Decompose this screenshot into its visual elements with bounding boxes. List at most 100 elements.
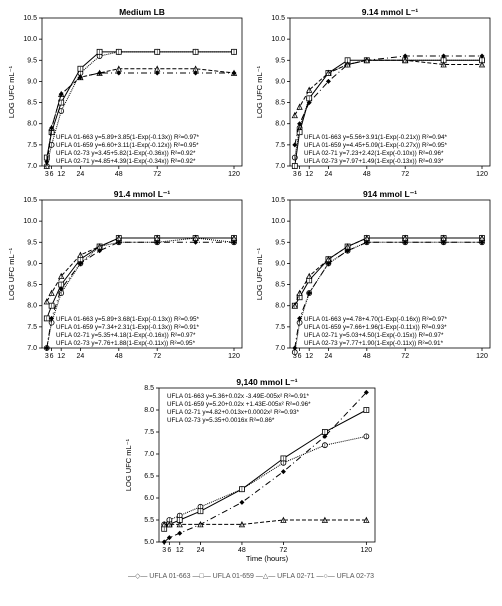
svg-text:7.0: 7.0 [27,163,37,170]
svg-text:UFLA 02-71 y=4.85+4.39(1-Exp(: UFLA 02-71 y=4.85+4.39(1-Exp(-0.34x)) R²… [56,158,196,165]
svg-text:LOG UFC mL⁻¹: LOG UFC mL⁻¹ [124,438,133,491]
svg-text:7.5: 7.5 [144,429,154,436]
svg-text:914 mmol L⁻¹: 914 mmol L⁻¹ [363,189,417,199]
svg-text:UFLA 02-71 y=7.23+2.42(1-Exp(: UFLA 02-71 y=7.23+2.42(1-Exp(-0.10x)) R²… [304,150,444,157]
svg-text:LOG UFC mL⁻¹: LOG UFC mL⁻¹ [255,247,264,300]
svg-text:120: 120 [361,547,373,554]
svg-text:UFLA 02-73 y=5.35+0.0016x: UFLA 02-73 y=5.35+0.0016x R²=0.86* [167,417,275,424]
svg-text:10.0: 10.0 [23,218,37,225]
svg-text:7.0: 7.0 [27,345,37,352]
svg-text:48: 48 [363,171,371,178]
svg-text:UFLA 01-663 y=5.36+0.02x -3.4: UFLA 01-663 y=5.36+0.02x -3.49E-005x² R²… [167,393,309,400]
svg-text:6.5: 6.5 [144,473,154,480]
svg-text:UFLA 01-663 y=5.89+3.68(1-Exp: UFLA 01-663 y=5.89+3.68(1-Exp(-0.13x)) R… [56,316,200,323]
svg-text:7.5: 7.5 [27,142,37,149]
svg-text:24: 24 [325,171,333,178]
svg-text:6: 6 [298,353,302,360]
svg-text:5.5: 5.5 [144,517,154,524]
svg-text:9.5: 9.5 [275,57,285,64]
svg-text:LOG UFC mL⁻¹: LOG UFC mL⁻¹ [255,65,264,118]
svg-text:UFLA 02-73 y=7.77+1.90(1-Exp(: UFLA 02-73 y=7.77+1.90(1-Exp(-0.11x)) R²… [304,340,444,347]
svg-text:9.0: 9.0 [27,78,37,85]
svg-text:24: 24 [77,171,85,178]
svg-text:7.0: 7.0 [275,163,285,170]
svg-text:72: 72 [401,353,409,360]
svg-text:8.5: 8.5 [27,282,37,289]
svg-text:UFLA 02-71 y=4.82+0.013x+0.00: UFLA 02-71 y=4.82+0.013x+0.0002x² R²=0.9… [167,409,300,416]
svg-text:UFLA 01-659 y=7.66+1.96(1-Exp: UFLA 01-659 y=7.66+1.96(1-Exp(-0.11x)) R… [304,324,447,331]
svg-text:UFLA 01-663 y=5.56+3.91(1-Exp: UFLA 01-663 y=5.56+3.91(1-Exp(-0.21x)) R… [304,134,448,141]
svg-text:9.5: 9.5 [27,57,37,64]
chart-panel-1: 7.07.58.08.59.09.510.010.53612244872120L… [252,4,496,184]
svg-text:6: 6 [50,353,54,360]
svg-text:8.0: 8.0 [275,121,285,128]
svg-text:72: 72 [153,353,161,360]
svg-text:72: 72 [401,171,409,178]
svg-text:8.5: 8.5 [27,100,37,107]
svg-text:Time (hours): Time (hours) [246,554,289,563]
svg-text:9.0: 9.0 [275,78,285,85]
svg-text:8.0: 8.0 [27,121,37,128]
svg-text:10.0: 10.0 [271,218,285,225]
svg-text:6: 6 [298,171,302,178]
svg-text:8.0: 8.0 [144,407,154,414]
svg-text:UFLA 02-71 y=5.35+4.18(1-Exp(: UFLA 02-71 y=5.35+4.18(1-Exp(-0.16x)) R²… [56,332,196,339]
svg-text:7.5: 7.5 [275,142,285,149]
svg-text:6.0: 6.0 [144,495,154,502]
svg-text:12: 12 [57,353,65,360]
svg-text:UFLA 01-659 y=6.60+3.11(1-Exp: UFLA 01-659 y=6.60+3.11(1-Exp(-0.12x)) R… [56,142,199,149]
svg-text:9.0: 9.0 [275,260,285,267]
svg-text:UFLA 02-71 y=5.03+4.50(1-Exp(: UFLA 02-71 y=5.03+4.50(1-Exp(-0.15x)) R²… [304,332,444,339]
svg-text:Medium LB: Medium LB [119,7,165,17]
svg-text:8.5: 8.5 [275,282,285,289]
svg-text:10.5: 10.5 [271,197,285,204]
svg-text:3: 3 [293,171,297,178]
svg-text:9.5: 9.5 [275,239,285,246]
svg-text:UFLA 02-73 y=7.97+1.49(1-Exp(: UFLA 02-73 y=7.97+1.49(1-Exp(-0.13x)) R²… [304,158,444,165]
svg-text:48: 48 [363,353,371,360]
svg-text:7.0: 7.0 [144,451,154,458]
chart-panel-3: 7.07.58.08.59.09.510.010.53612244872120L… [252,186,496,366]
svg-text:3: 3 [45,353,49,360]
svg-text:10.0: 10.0 [23,36,37,43]
svg-text:8.5: 8.5 [275,100,285,107]
svg-text:3: 3 [162,547,166,554]
svg-text:24: 24 [325,353,333,360]
svg-text:48: 48 [238,547,246,554]
svg-text:UFLA 02-73 y=7.76+1.88(1-Exp(: UFLA 02-73 y=7.76+1.88(1-Exp(-0.11x)) R²… [56,340,196,347]
svg-text:10.5: 10.5 [23,15,37,22]
svg-text:12: 12 [176,547,184,554]
svg-text:72: 72 [153,171,161,178]
svg-text:9.0: 9.0 [27,260,37,267]
svg-text:24: 24 [197,547,205,554]
svg-text:12: 12 [305,353,313,360]
svg-text:8.0: 8.0 [275,303,285,310]
svg-text:LOG UFC mL⁻¹: LOG UFC mL⁻¹ [7,247,16,300]
svg-text:9.14 mmol L⁻¹: 9.14 mmol L⁻¹ [362,7,419,17]
svg-text:48: 48 [115,353,123,360]
svg-text:72: 72 [280,547,288,554]
svg-text:120: 120 [228,353,240,360]
svg-text:24: 24 [77,353,85,360]
svg-text:120: 120 [228,171,240,178]
svg-text:6: 6 [50,171,54,178]
svg-text:5.0: 5.0 [144,539,154,546]
svg-text:10.5: 10.5 [23,197,37,204]
legend: —◇— UFLA 01-663 —□— UFLA 01-659 —△— UFLA… [0,568,502,584]
svg-text:UFLA 01-659 y=4.45+5.09(1-Exp: UFLA 01-659 y=4.45+5.09(1-Exp(-0.27x)) R… [304,142,448,149]
svg-text:6: 6 [167,547,171,554]
svg-text:7.5: 7.5 [27,324,37,331]
svg-text:7.0: 7.0 [275,345,285,352]
svg-text:120: 120 [476,171,488,178]
chart-grid: 7.07.58.08.59.09.510.010.53612244872120L… [0,0,502,370]
svg-text:UFLA 01-659 y=7.34+2.31(1-Exp: UFLA 01-659 y=7.34+2.31(1-Exp(-0.13x)) R… [56,324,200,331]
svg-text:8.5: 8.5 [144,385,154,392]
svg-text:LOG UFC mL⁻¹: LOG UFC mL⁻¹ [7,65,16,118]
svg-text:UFLA 01-663 y=4.78+4.70(1-Exp: UFLA 01-663 y=4.78+4.70(1-Exp(-0.16x)) R… [304,316,448,323]
bottom-chart: 5.0 5.5 6.0 6.5 7.0 7.5 8.0 8.5 36 12 24 48 72 120 LOG… [121,374,381,564]
chart-panel-0: 7.07.58.08.59.09.510.010.53612244872120L… [4,4,248,184]
svg-text:12: 12 [305,171,313,178]
svg-text:9,140 mmol L⁻¹: 9,140 mmol L⁻¹ [236,377,297,387]
svg-text:48: 48 [115,171,123,178]
svg-text:UFLA 02-73 y=3.45+5.82(1-Exp(: UFLA 02-73 y=3.45+5.82(1-Exp(-0.36x)) R²… [56,150,196,157]
